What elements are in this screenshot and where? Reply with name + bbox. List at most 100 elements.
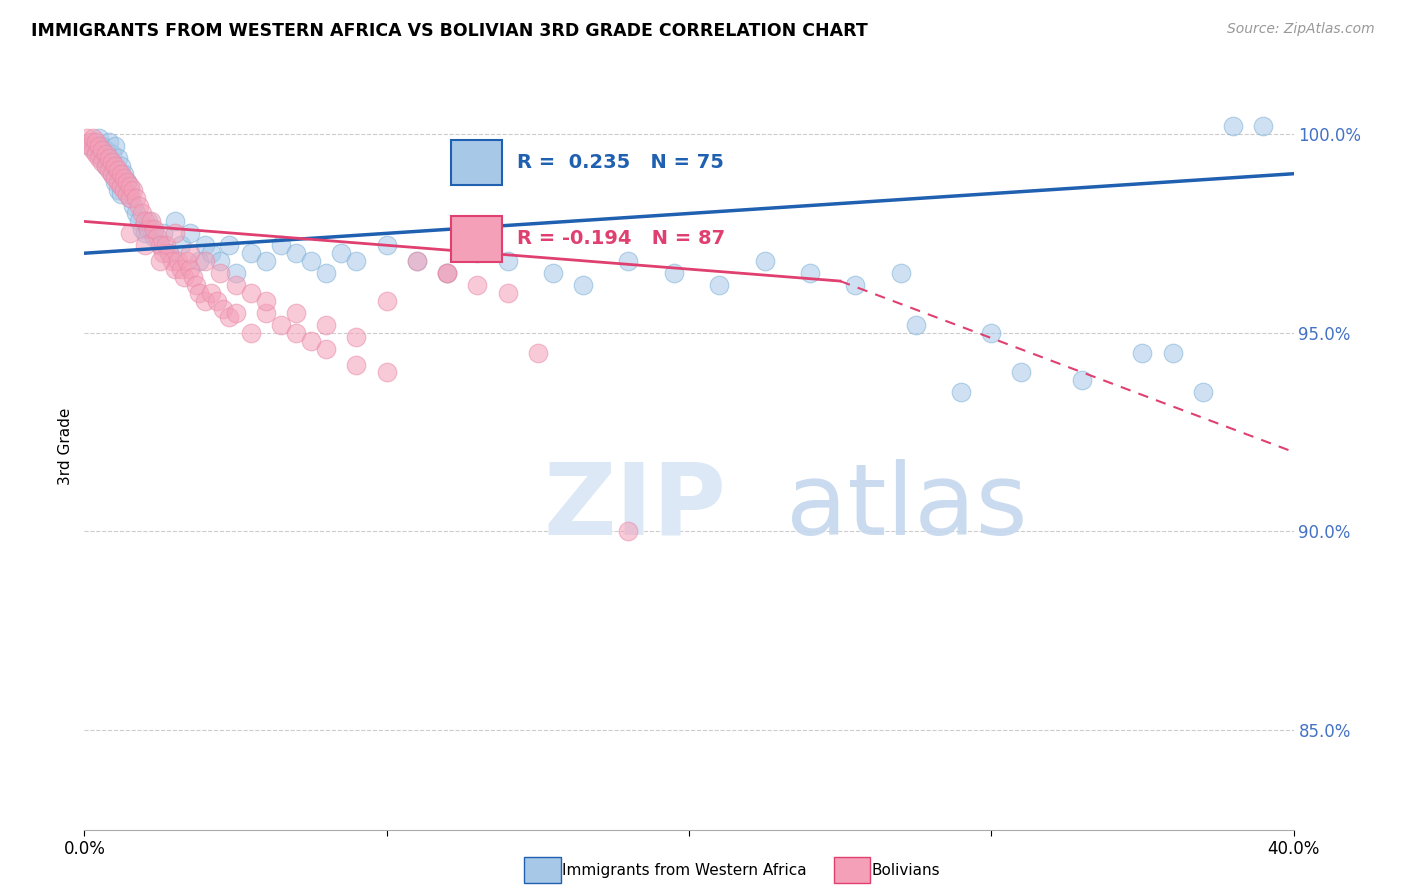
Point xyxy=(149,254,172,268)
Point xyxy=(115,175,138,189)
Point xyxy=(131,222,153,236)
Point xyxy=(239,246,262,260)
Point xyxy=(299,334,322,348)
Point xyxy=(1011,366,1033,380)
Point xyxy=(165,227,187,241)
Point xyxy=(142,222,165,236)
Point xyxy=(118,178,141,193)
Point xyxy=(950,385,973,400)
Point xyxy=(754,254,776,268)
Point xyxy=(149,238,172,252)
Point xyxy=(406,254,429,268)
Point xyxy=(104,159,127,173)
Point xyxy=(139,222,162,236)
Point xyxy=(157,246,180,260)
Point xyxy=(194,238,217,252)
Point xyxy=(128,198,150,212)
Point xyxy=(82,131,104,145)
Point xyxy=(82,143,104,157)
Point xyxy=(89,151,111,165)
Point xyxy=(1253,119,1275,133)
Point xyxy=(100,154,122,169)
Point xyxy=(97,162,120,177)
Point xyxy=(799,266,821,280)
FancyBboxPatch shape xyxy=(451,139,502,185)
Point xyxy=(315,266,337,280)
Point xyxy=(170,238,193,252)
Point xyxy=(79,139,101,153)
Point xyxy=(890,266,912,280)
Point xyxy=(375,238,398,252)
Point xyxy=(89,139,111,153)
Point xyxy=(844,278,866,293)
Point xyxy=(225,306,247,320)
Point xyxy=(709,278,731,293)
Point xyxy=(467,246,489,260)
Point xyxy=(94,159,117,173)
Point xyxy=(904,318,927,332)
Point xyxy=(110,186,132,201)
Text: Bolivians: Bolivians xyxy=(872,863,941,878)
Point xyxy=(107,175,129,189)
Point xyxy=(79,139,101,153)
Point xyxy=(104,139,127,153)
Point xyxy=(97,151,120,165)
Point xyxy=(527,345,550,359)
Point xyxy=(91,151,114,165)
Point xyxy=(179,227,201,241)
Point xyxy=(136,222,159,236)
Point xyxy=(115,175,138,189)
Point xyxy=(139,214,162,228)
Point xyxy=(254,306,277,320)
Point xyxy=(91,154,114,169)
Point xyxy=(200,246,222,260)
Point xyxy=(107,151,129,165)
Point xyxy=(115,186,138,201)
Point xyxy=(97,154,120,169)
Point xyxy=(207,293,229,308)
Point xyxy=(118,191,141,205)
Point xyxy=(330,246,353,260)
Point xyxy=(100,167,122,181)
Point xyxy=(146,230,169,244)
Point xyxy=(86,135,108,149)
Point xyxy=(285,246,308,260)
Text: R =  0.235   N = 75: R = 0.235 N = 75 xyxy=(517,153,724,171)
Point xyxy=(209,254,232,268)
Point xyxy=(128,214,150,228)
Point xyxy=(179,246,201,260)
Point xyxy=(375,366,398,380)
Point xyxy=(165,262,187,277)
Point xyxy=(346,329,368,343)
Point xyxy=(100,167,122,181)
Point xyxy=(118,183,141,197)
Point xyxy=(186,278,208,293)
Point xyxy=(76,131,98,145)
Point xyxy=(218,310,240,324)
Point xyxy=(112,183,135,197)
Point xyxy=(436,266,458,280)
Point xyxy=(107,162,129,177)
Point xyxy=(181,270,204,285)
Point xyxy=(170,262,193,277)
Point xyxy=(91,139,114,153)
Point xyxy=(125,191,148,205)
Point xyxy=(662,266,685,280)
Point xyxy=(406,254,429,268)
Point xyxy=(107,183,129,197)
Point xyxy=(94,146,117,161)
Point xyxy=(110,167,132,181)
Point xyxy=(110,178,132,193)
Point xyxy=(346,254,368,268)
Point xyxy=(188,285,211,300)
Point xyxy=(165,214,187,228)
Point xyxy=(254,254,277,268)
Point xyxy=(299,254,322,268)
Point xyxy=(136,214,159,228)
Point xyxy=(160,254,183,268)
Point xyxy=(176,254,198,268)
Point xyxy=(496,285,519,300)
Y-axis label: 3rd Grade: 3rd Grade xyxy=(58,408,73,484)
Text: ZIP: ZIP xyxy=(544,458,727,556)
Point xyxy=(91,143,114,157)
